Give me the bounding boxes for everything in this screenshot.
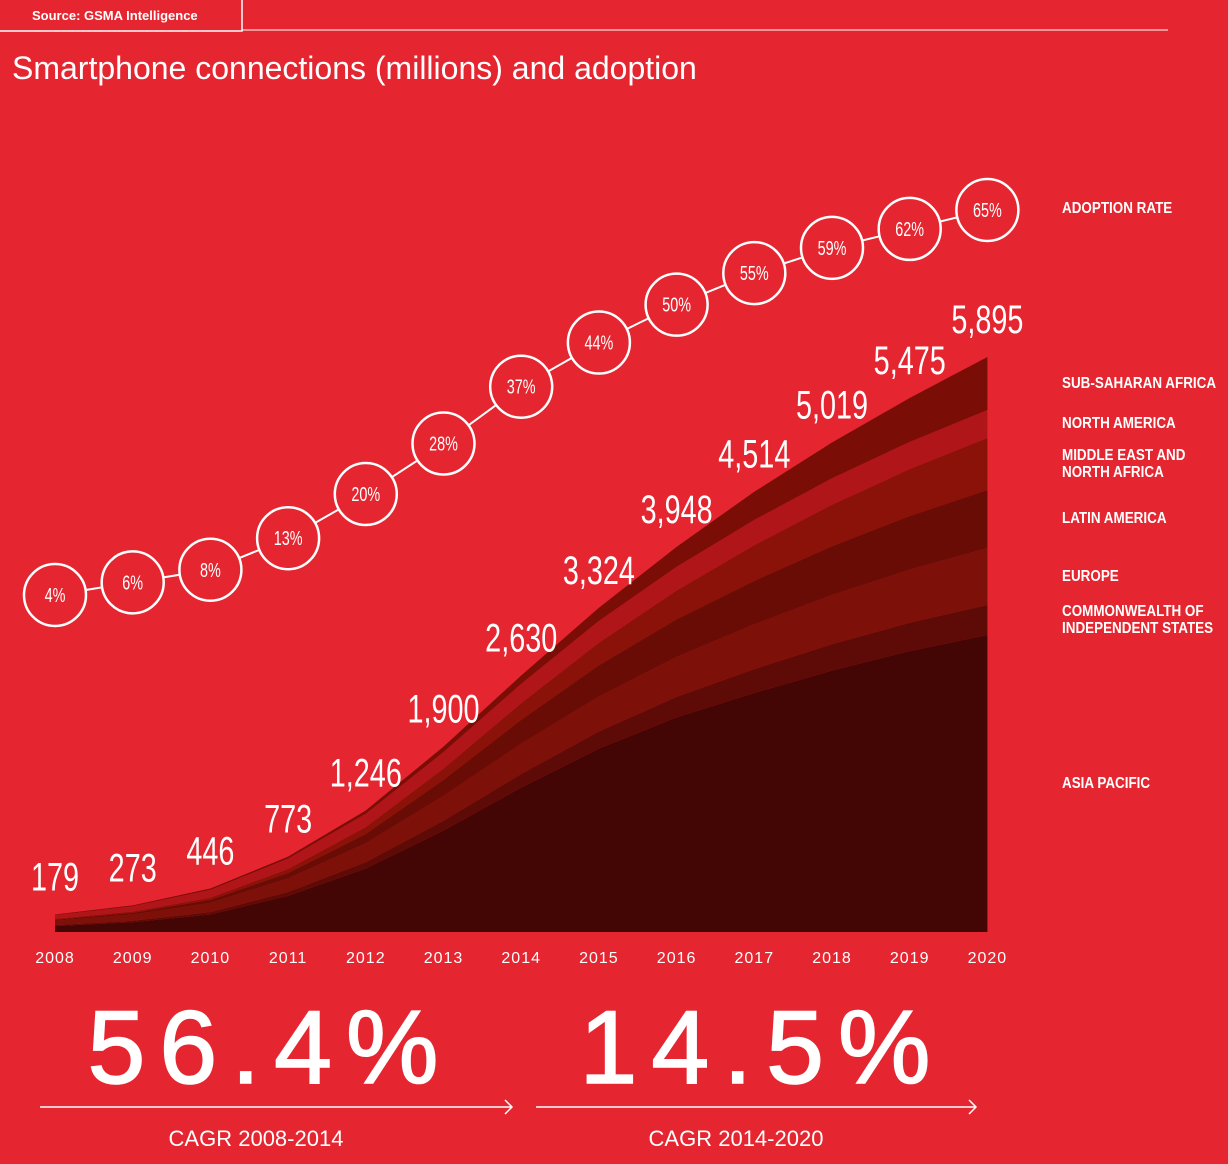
adoption-marker — [877, 196, 942, 262]
chart-title: Smartphone connections (millions) and ad… — [12, 50, 697, 86]
adoption-marker — [100, 550, 165, 615]
x-tick-label: 2013 — [424, 950, 464, 967]
total-label: 5,895 — [951, 297, 1023, 342]
cagr-label: CAGR 2008-2014 — [169, 1126, 344, 1151]
total-label: 1,246 — [330, 751, 402, 796]
adoption-marker — [799, 215, 865, 281]
legend-label: LATIN AMERICA — [1062, 510, 1167, 528]
cagr-rate: 56.4% — [88, 990, 453, 1106]
adoption-marker — [255, 505, 321, 571]
adoption-label: 62% — [895, 218, 924, 241]
legend-label: SUB-SAHARAN AFRICA — [1062, 374, 1217, 392]
legend-label: NORTH AMERICA — [1062, 415, 1176, 433]
adoption-marker — [488, 354, 554, 419]
adoption-marker — [955, 177, 1020, 243]
legend-label: ADOPTION RATE — [1062, 200, 1173, 217]
total-label: 2,630 — [485, 616, 557, 661]
area — [55, 604, 988, 927]
x-tick-label: 2008 — [35, 950, 75, 967]
legend-label: COMMONWEALTH OF INDEPENDENT STATES — [1062, 602, 1214, 637]
x-tick-label: 2014 — [501, 950, 541, 967]
total-label: 4,514 — [718, 432, 790, 477]
adoption-marker — [22, 562, 88, 628]
area — [55, 634, 988, 932]
x-tick-label: 2012 — [346, 950, 386, 967]
adoption-label: 50% — [662, 293, 691, 316]
x-tick-label: 2009 — [113, 950, 153, 967]
x-tick-label: 2017 — [735, 950, 775, 967]
cagr-label: CAGR 2014-2020 — [649, 1126, 824, 1151]
adoption-label: 13% — [274, 527, 303, 550]
total-label: 773 — [264, 797, 312, 842]
adoption-marker — [333, 461, 399, 527]
adoption-label: 44% — [585, 331, 614, 354]
x-tick-label: 2019 — [890, 950, 930, 967]
adoption-label: 55% — [740, 262, 769, 285]
area — [55, 357, 988, 916]
x-tick-label: 2020 — [968, 950, 1008, 967]
total-label: 1,900 — [407, 687, 479, 732]
adoption-marker — [644, 272, 709, 337]
area — [55, 489, 988, 921]
total-label: 3,948 — [641, 487, 713, 532]
adoption-label: 6% — [122, 571, 143, 594]
source-box — [0, 0, 243, 32]
adoption-label: 59% — [818, 237, 847, 260]
adoption-marker — [411, 411, 476, 476]
adoption-label: 4% — [45, 584, 66, 607]
total-label: 5,019 — [796, 383, 868, 428]
legend-label: ASIA PACIFIC — [1062, 774, 1151, 792]
adoption-label: 65% — [973, 199, 1002, 222]
cagr-rate: 14.5% — [580, 990, 945, 1106]
total-label: 5,475 — [874, 338, 946, 383]
adoption-label: 28% — [429, 432, 458, 455]
area — [55, 409, 988, 919]
x-tick-label: 2011 — [269, 950, 307, 967]
x-tick-label: 2016 — [657, 950, 697, 967]
x-tick-label: 2015 — [579, 950, 619, 967]
legend-label: MIDDLE EAST AND NORTH AFRICA — [1062, 446, 1186, 481]
x-tick-label: 2010 — [191, 950, 231, 967]
adoption-marker — [178, 537, 243, 603]
x-tick-label: 2018 — [812, 950, 852, 967]
area — [55, 437, 988, 920]
total-label: 446 — [186, 829, 234, 874]
legend-label: EUROPE — [1062, 567, 1119, 585]
cagr-arrowhead — [504, 1099, 514, 1115]
adoption-marker — [722, 240, 787, 306]
total-label: 273 — [109, 846, 157, 891]
area — [55, 547, 988, 926]
total-label: 3,324 — [563, 548, 635, 593]
adoption-marker — [566, 310, 632, 375]
cagr-arrowhead — [968, 1099, 978, 1115]
source: Source: GSMA Intelligence — [32, 8, 198, 23]
adoption-label: 37% — [507, 375, 536, 398]
total-label: 179 — [31, 855, 79, 900]
adoption-label: 8% — [200, 558, 221, 581]
adoption-label: 20% — [351, 483, 380, 506]
